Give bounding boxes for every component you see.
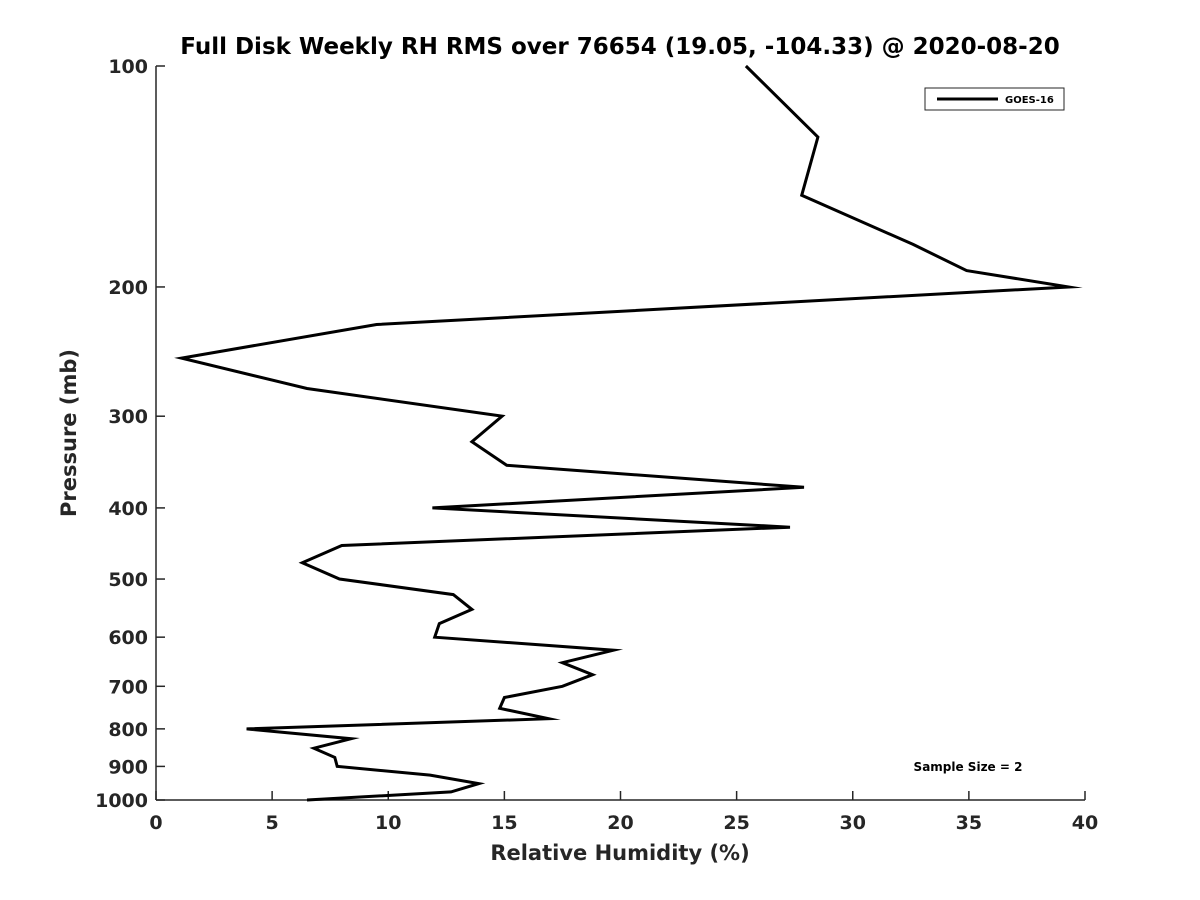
- x-tick-label: 15: [491, 812, 517, 834]
- y-tick-label: 500: [108, 569, 148, 591]
- y-tick-label: 100: [108, 56, 148, 78]
- legend-label-goes-16: GOES-16: [1005, 95, 1054, 106]
- series-line-goes-16: [174, 64, 1083, 802]
- axes: 0 5 10 15 20 25 30 35 40 100 200 300 400 500 600 700 800…: [95, 56, 1098, 834]
- x-tick-label: 0: [149, 812, 162, 834]
- chart-title: Full Disk Weekly RH RMS over 76654 (19.0…: [180, 34, 1059, 60]
- x-tick-label: 20: [607, 812, 633, 834]
- y-axis-label: Pressure (mb): [57, 349, 81, 517]
- x-tick-label: 40: [1072, 812, 1098, 834]
- x-tick-label: 25: [723, 812, 749, 834]
- y-tick-label: 1000: [95, 790, 148, 812]
- y-tick-label: 700: [108, 676, 148, 698]
- x-tick-label: 35: [956, 812, 982, 834]
- sample-size-annotation: Sample Size = 2: [914, 760, 1023, 774]
- x-tick-label: 5: [266, 812, 279, 834]
- x-tick-label: 10: [375, 812, 401, 834]
- y-tick-label: 200: [108, 277, 148, 299]
- y-tick-label: 900: [108, 756, 148, 778]
- y-tick-label: 400: [108, 498, 148, 520]
- y-tick-label: 600: [108, 627, 148, 649]
- y-tick-label: 800: [108, 719, 148, 741]
- plot-area: [156, 66, 1085, 800]
- x-tick-label: 30: [840, 812, 866, 834]
- x-axis-label: Relative Humidity (%): [490, 841, 749, 865]
- legend: GOES-16: [924, 87, 1065, 111]
- y-tick-label: 300: [108, 406, 148, 428]
- series-layer: [174, 64, 1083, 802]
